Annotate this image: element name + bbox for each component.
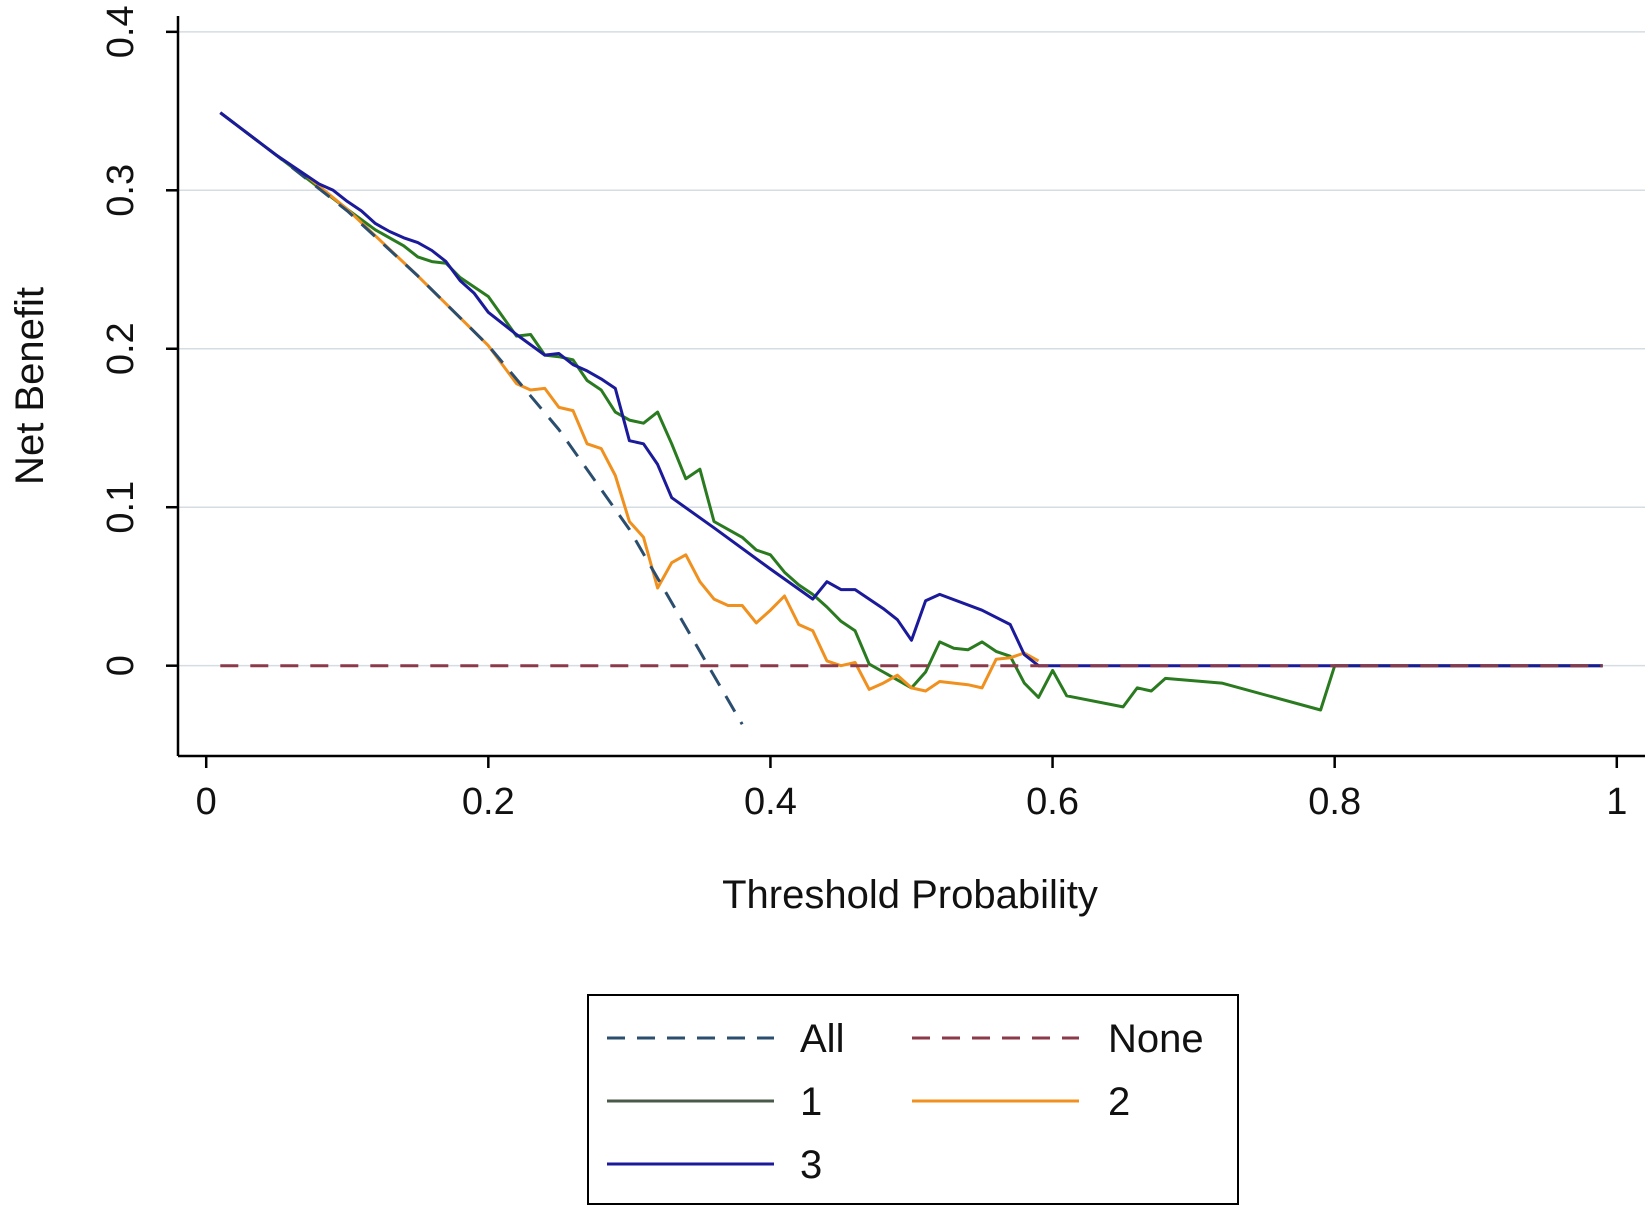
y-tick-label-1: 0.1	[100, 481, 142, 534]
legend-label-none: None	[1108, 1017, 1204, 1061]
x-tick-label-5: 1	[1606, 781, 1627, 823]
legend-label-3: 3	[800, 1143, 822, 1187]
legend-label-1: 1	[800, 1080, 822, 1124]
series-line-all	[219, 111, 744, 726]
y-tick-label-0: 0	[100, 655, 142, 676]
y-tick-label-3: 0.3	[100, 164, 142, 217]
y-tick-label-2: 0.2	[100, 322, 142, 375]
x-tick-label-0: 0	[196, 781, 217, 823]
series-line-1	[219, 111, 1603, 712]
y-tick-label-4: 0.4	[100, 5, 142, 58]
x-tick-label-3: 0.6	[1026, 781, 1079, 823]
plot-lines	[219, 111, 1603, 726]
x-axis-ticks: 0 0.2 0.4 0.6 0.8 1	[196, 756, 1627, 823]
legend-label-all: All	[800, 1017, 844, 1061]
legend: All None 1 2 3	[587, 994, 1239, 1205]
x-tick-label-2: 0.4	[744, 781, 797, 823]
series-line-2	[304, 173, 1040, 693]
x-tick-label-1: 0.2	[462, 781, 515, 823]
y-axis-title: Net Benefit	[8, 287, 52, 485]
x-axis-title: Threshold Probability	[722, 873, 1098, 917]
series-line-3	[219, 111, 1603, 668]
legend-label-2: 2	[1108, 1080, 1130, 1124]
y-axis-ticks: 0 0.1 0.2 0.3 0.4	[100, 5, 178, 676]
x-tick-label-4: 0.8	[1308, 781, 1361, 823]
